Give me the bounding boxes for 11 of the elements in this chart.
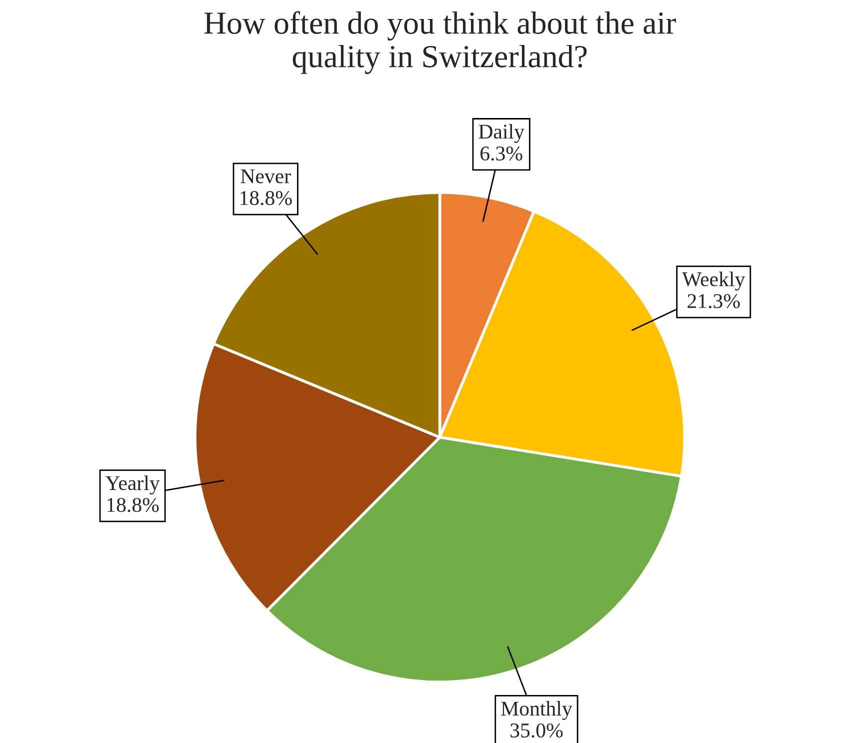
data-label: 18.8% xyxy=(240,191,292,206)
data-label: 35.0% xyxy=(510,723,563,738)
slice-label: Never xyxy=(240,169,291,184)
slice-label: Daily xyxy=(478,124,524,143)
slice-label: Weekly xyxy=(682,272,746,291)
slice-label: Yearly xyxy=(105,476,160,494)
data-label: 18.8% xyxy=(107,498,159,512)
chart-title: How often do you think about the air quality in Switzerland? xyxy=(204,11,676,74)
data-label: 6.3% xyxy=(480,146,522,161)
data-label: 21.3% xyxy=(688,294,740,308)
slice-label: Monthly xyxy=(501,701,572,720)
